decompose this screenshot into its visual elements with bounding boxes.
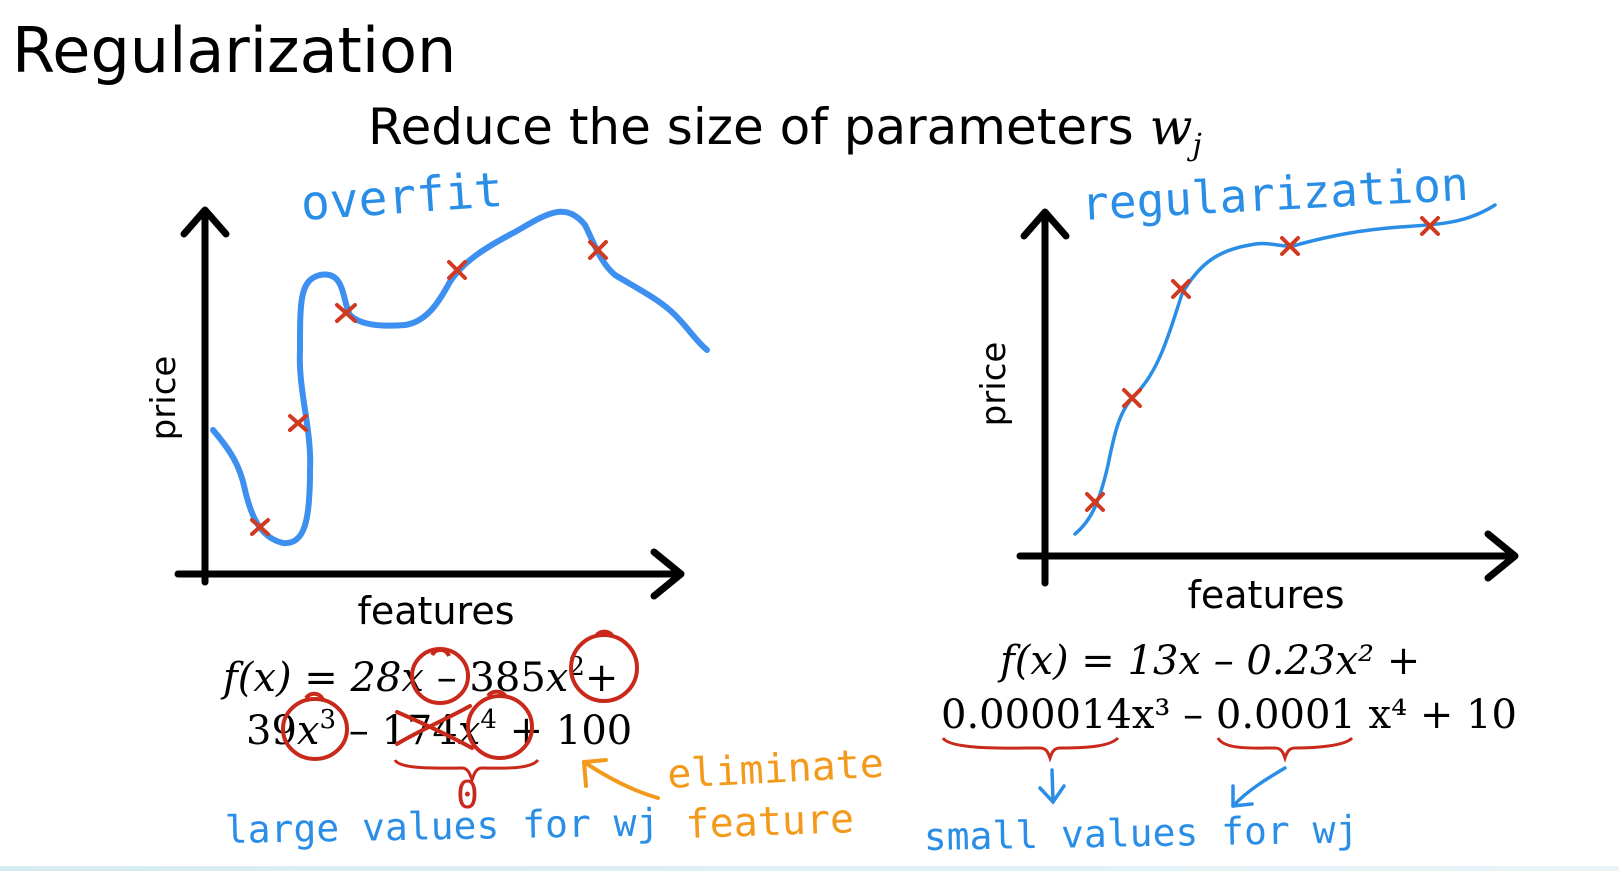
coefficient-braces — [941, 736, 1354, 763]
large-values-annotation: large values for wj — [224, 800, 659, 852]
right-panel: price features regularization f(x) = 13x… — [923, 157, 1519, 859]
circle-annotation — [569, 633, 639, 703]
circle-annotation — [466, 694, 534, 760]
left-panel: price features overfit f(x) = 28x – 385x… — [144, 162, 885, 852]
subtitle-variable: wj — [1149, 98, 1202, 163]
overfit-annotation: overfit — [299, 162, 505, 232]
term-circles — [281, 629, 639, 761]
left-x-axis-label: features — [358, 589, 515, 633]
data-point-marker — [1122, 388, 1142, 408]
zero-annotation: 0 — [456, 773, 479, 817]
brace-annotation — [393, 758, 540, 785]
blue-arrows — [1038, 766, 1287, 808]
left-axes — [174, 206, 685, 600]
feature-annotation: feature — [685, 796, 855, 848]
data-point-marker — [1085, 492, 1105, 512]
right-x-axis-label: features — [1188, 573, 1345, 617]
right-equation-line-1: f(x) = 13x – 0.23x² + — [997, 638, 1420, 684]
strike-annotation — [395, 704, 474, 750]
data-point-marker — [1171, 279, 1191, 299]
right-equation-line-2: 0.000014x³ – 0.0001 x⁴ + 10 — [941, 692, 1517, 738]
data-point-marker — [1420, 216, 1440, 236]
data-point-marker — [588, 240, 608, 260]
orange-arrow — [582, 758, 660, 800]
right-data-points — [1085, 216, 1440, 512]
right-axes — [1016, 208, 1519, 587]
small-values-annotation: small values for wj — [923, 807, 1358, 859]
circle-annotation — [281, 697, 349, 761]
left-data-points — [250, 240, 608, 536]
data-point-marker — [335, 303, 357, 323]
right-y-axis-label: price — [974, 342, 1014, 427]
overfit-curve — [210, 208, 710, 547]
slide-title: Regularization — [12, 14, 457, 87]
data-point-marker — [447, 260, 467, 280]
slide-subtitle: Reduce the size of parameters wj — [368, 98, 1202, 163]
data-point-marker — [1280, 236, 1300, 256]
regularized-curve — [1073, 203, 1497, 536]
data-point-marker — [288, 414, 308, 432]
data-point-marker — [250, 518, 270, 536]
bottom-progress-strip — [0, 866, 1619, 871]
regularization-annotation: regularization — [1080, 157, 1470, 231]
eliminate-annotation: eliminate — [666, 741, 885, 798]
left-equation-line-2: 39x3 – 174x4 + 100 — [246, 705, 632, 754]
left-y-axis-label: price — [144, 356, 184, 441]
subtitle-text: Reduce the size of parameters — [368, 98, 1134, 156]
